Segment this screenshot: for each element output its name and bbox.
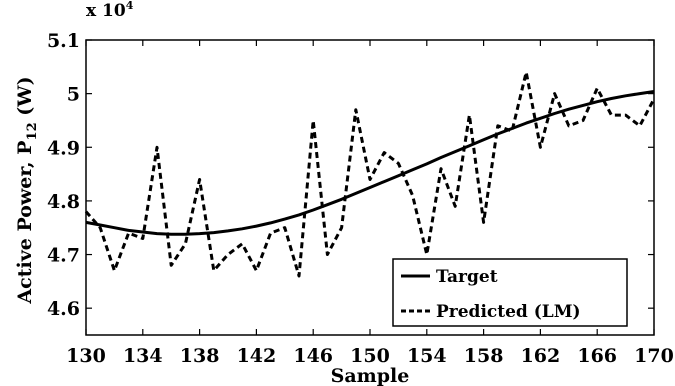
series-layer — [86, 72, 654, 276]
y-tick-label: 4.8 — [47, 191, 80, 213]
y-multiplier: x 104 — [86, 0, 134, 21]
series-line-target — [86, 92, 654, 235]
y-tick-label: 4.6 — [47, 298, 80, 320]
legend-label-predicted: Predicted (LM) — [436, 302, 581, 322]
x-tick-label: 130 — [66, 345, 106, 367]
y-tick-label: 4.7 — [47, 245, 80, 267]
x-axis-label: Sample — [331, 365, 410, 386]
x-tick-label: 170 — [634, 345, 674, 367]
x-tick-label: 134 — [123, 345, 163, 367]
x-tick-label: 138 — [180, 345, 220, 367]
x-tick-label: 142 — [237, 345, 277, 367]
x-tick-label: 158 — [464, 345, 504, 367]
x-tick-label: 154 — [407, 345, 447, 367]
x-tick-label: 162 — [521, 345, 561, 367]
y-axis-label: Active Power, P12 (W) — [14, 76, 40, 304]
series-line-predicted — [86, 72, 654, 276]
legend-label-target: Target — [436, 267, 498, 287]
y-tick-label: 4.9 — [47, 137, 80, 159]
y-tick-label: 5.1 — [47, 30, 80, 52]
x-tick-label: 146 — [293, 345, 333, 367]
legend: Target Predicted (LM) — [393, 259, 627, 326]
x-tick-label: 150 — [350, 345, 390, 367]
x-tick-label: 166 — [577, 345, 617, 367]
y-tick-label: 5 — [67, 84, 80, 106]
